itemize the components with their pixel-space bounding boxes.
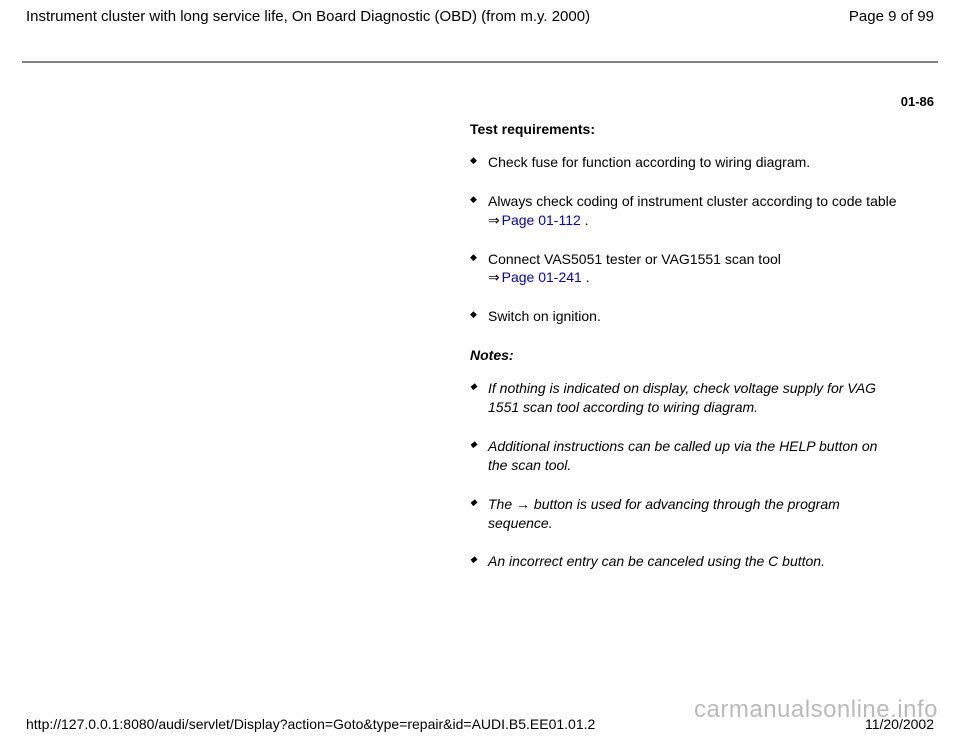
footer-date: 11/20/2002 xyxy=(865,716,934,732)
list-item-text: The xyxy=(488,496,516,512)
arrow-icon: ⇒ xyxy=(488,268,498,287)
notes-list: If nothing is indicated on display, chec… xyxy=(470,379,900,571)
list-item: Connect VAS5051 tester or VAG1551 scan t… xyxy=(470,250,900,288)
page-link[interactable]: Page 01-241 xyxy=(498,269,582,285)
list-item: Always check coding of instrument cluste… xyxy=(470,192,900,230)
list-item: An incorrect entry can be canceled using… xyxy=(470,552,900,571)
horizontal-rule xyxy=(22,61,938,63)
header-row: Instrument cluster with long service lif… xyxy=(0,0,960,25)
arrow-right-icon: → xyxy=(516,496,530,512)
list-item-text: An incorrect entry can be canceled using… xyxy=(488,553,825,569)
footer-url: http://127.0.0.1:8080/audi/servlet/Displ… xyxy=(26,716,595,732)
list-item-text: Check fuse for function according to wir… xyxy=(488,154,810,170)
list-item: Check fuse for function according to wir… xyxy=(470,153,900,172)
arrow-icon: ⇒ xyxy=(488,211,498,230)
list-item-text: If nothing is indicated on display, chec… xyxy=(488,380,876,415)
list-item: Switch on ignition. xyxy=(470,307,900,326)
list-item-text: Switch on ignition. xyxy=(488,308,601,324)
list-item-tail: . xyxy=(581,212,589,228)
document-title: Instrument cluster with long service lif… xyxy=(26,8,590,25)
page-container: Instrument cluster with long service lif… xyxy=(0,0,960,742)
list-item-text: Always check coding of instrument cluste… xyxy=(488,193,897,209)
footer-row: http://127.0.0.1:8080/audi/servlet/Displ… xyxy=(0,716,960,732)
test-requirements-heading: Test requirements: xyxy=(470,120,900,139)
notes-heading: Notes: xyxy=(470,346,900,365)
page-link[interactable]: Page 01-112 xyxy=(498,212,581,228)
page-indicator: Page 9 of 99 xyxy=(849,8,934,25)
list-item: Additional instructions can be called up… xyxy=(470,437,900,475)
list-item-text: button is used for advancing through the… xyxy=(488,496,840,531)
list-item-tail: . xyxy=(582,269,590,285)
page-code: 01-86 xyxy=(901,94,934,109)
list-item: If nothing is indicated on display, chec… xyxy=(470,379,900,417)
list-item-text: Additional instructions can be called up… xyxy=(488,438,877,473)
test-requirements-list: Check fuse for function according to wir… xyxy=(470,153,900,326)
list-item: The → button is used for advancing throu… xyxy=(470,495,900,533)
list-item-text: Connect VAS5051 tester or VAG1551 scan t… xyxy=(488,251,781,267)
content-column: Test requirements: Check fuse for functi… xyxy=(470,120,900,591)
